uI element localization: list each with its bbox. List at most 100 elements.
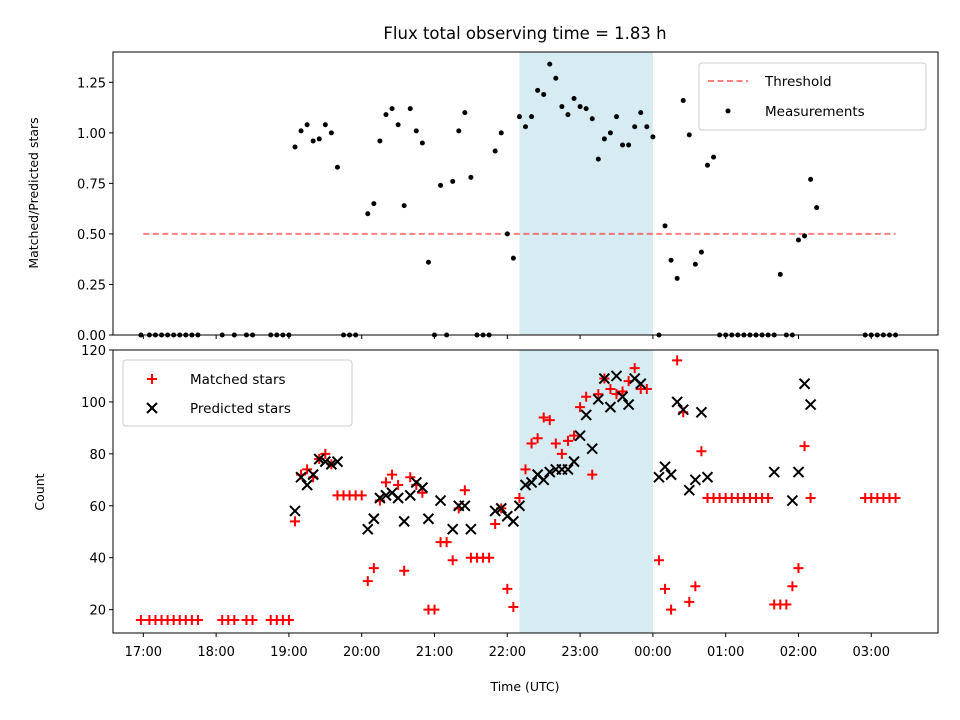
matched-legend-label: Matched stars [190,372,286,388]
matched-star-point [520,464,531,475]
predicted-star-point [568,455,580,468]
measurement-point [304,122,310,128]
measurement-point [692,261,698,267]
measurement-point [607,130,613,136]
measurement-point [680,98,686,104]
predicted-star-point [307,468,319,481]
count-legend-box [122,359,353,427]
predicted-star-point [434,494,447,507]
y-tick-label: 0.75 [77,177,106,192]
y-tick-label: 0.00 [77,329,106,344]
matched-star-point [544,415,555,426]
matched-star-point [362,576,373,587]
predicted-star-point [768,466,780,478]
matched-star-point [672,355,683,366]
measurement-point [808,176,814,182]
measurements-legend-label: Measurements [765,104,865,120]
predicted-star-point [362,523,374,535]
y-tick-label: 40 [89,552,106,567]
measurement-point [383,112,389,118]
measurement-point [316,136,322,142]
predicted-star-point [622,398,635,411]
x-tick-label: 02:00 [780,645,817,660]
matched-star-point [429,604,440,615]
predicted-star-point [586,442,598,455]
measurement-point [686,132,692,138]
matched-star-point [575,402,586,413]
ratio-x-ticks [142,335,872,339]
matched-star-point [532,433,543,444]
measurement-point [425,259,431,265]
x-tick-label: 01:00 [707,645,744,660]
matched-star-point [556,448,567,459]
predicted-legend-label: Predicted stars [190,401,291,417]
measurement-point [462,110,468,116]
predicted-star-point [671,396,683,408]
predicted-star-point [604,401,617,413]
predicted-star-point [325,458,338,470]
threshold-legend-label: Threshold [764,74,832,90]
y-tick-label: 1.00 [77,127,106,142]
x-tick-label: 03:00 [853,645,890,660]
matched-star-point [508,602,519,613]
matched-star-point [799,441,810,452]
measurement-point [328,130,334,136]
predicted-star-point [398,515,410,528]
predicted-star-point [616,391,629,403]
measurement-point [504,231,510,237]
y-tick-label: 100 [81,396,106,411]
predicted-star-point [368,513,380,525]
predicted-star-point [301,479,313,491]
ratio-legend-box [698,62,927,131]
predicted-star-point [695,406,708,419]
x-tick-label: 20:00 [343,645,380,660]
count-x-ticks: 17:00 18:00 19:00 20:00 21:00 22:00 23:00 00:00… [125,633,890,660]
measurement-point [613,114,619,120]
predicted-star-point [598,372,611,385]
predicted-star-point [701,471,714,483]
predicted-star-point [459,500,471,512]
predicted-star-point [562,463,574,476]
y-tick-label: 80 [89,448,106,463]
predicted-star-point [677,404,689,416]
y-tick-label: 20 [89,604,106,619]
matched-star-point [581,391,592,402]
predicted-star-point [489,505,501,517]
predicted-star-point [289,505,301,517]
measurement-point [565,112,571,118]
measurement-point [698,249,704,255]
x-tick-label: 22:00 [489,645,526,660]
matched-star-point [320,448,331,459]
predicted-star-point [404,489,416,502]
measurement-point [595,156,601,162]
measurement-point [450,178,456,184]
measurement-point [298,128,304,134]
measurement-point [674,275,680,281]
matched-star-point [587,469,598,480]
matched-star-point [302,464,313,475]
measurement-point [620,142,626,148]
measurement-point [802,233,808,239]
predicted-star-point [798,378,811,390]
measurement-point [668,257,674,263]
matched-star-point [805,492,816,503]
ratio-axes-frame [112,51,939,336]
matched-star-point [787,581,798,592]
matched-star-point [641,383,652,394]
predicted-star-point [313,453,325,465]
measurement-point [601,136,607,142]
matched-star-point [283,615,294,626]
predicted-star-point [519,479,532,491]
predicted-star-point [392,492,404,504]
measurement-point [559,104,565,110]
matched-star-point [229,615,240,626]
predicted-star-point [592,393,605,406]
predicted-star-point [580,409,592,421]
measurement-point [638,110,644,116]
matched-star-point [653,555,664,566]
matched-star-point [405,472,416,483]
ratio-y-axis-label: Matched/Predicted stars [26,117,41,268]
measurement-point [292,144,298,150]
measurement-point [516,114,522,120]
x-tick-label: 23:00 [561,645,598,660]
